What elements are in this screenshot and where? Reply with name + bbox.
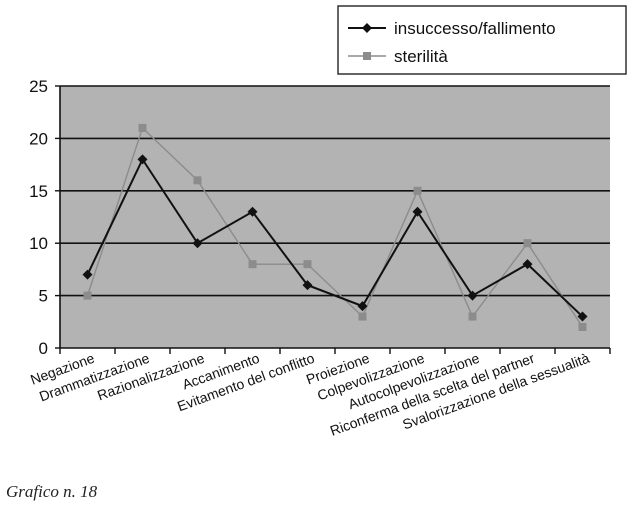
series-1-point	[82, 269, 93, 280]
legend-box	[337, 5, 627, 75]
legend-marker	[362, 23, 372, 33]
series-2-point	[83, 291, 92, 300]
series-1-point	[192, 238, 203, 249]
series-1-point	[522, 259, 533, 270]
y-tick-label: 0	[39, 339, 48, 358]
legend: insuccesso/fallimento sterilità	[337, 5, 627, 75]
series-1-point	[302, 280, 313, 291]
legend-marker	[363, 52, 371, 60]
y-tick-label: 10	[29, 234, 48, 253]
series-2-point	[248, 260, 257, 269]
series-1-point	[137, 154, 148, 165]
plot-area: 0510152025NegazioneDrammatizzazioneRazio…	[28, 77, 611, 439]
legend-label: insuccesso/fallimento	[394, 19, 556, 38]
y-tick-label: 20	[29, 129, 48, 148]
series-2-point	[193, 176, 202, 185]
series-1-point	[412, 206, 423, 217]
y-tick-label: 15	[29, 182, 48, 201]
series-2-point	[138, 123, 147, 132]
series-1	[82, 154, 588, 322]
series-2-point	[358, 312, 367, 321]
series-2-point	[413, 186, 422, 195]
series-2-point	[468, 312, 477, 321]
y-tick-label: 5	[39, 287, 48, 306]
plot-background	[60, 86, 610, 348]
series-2-point	[578, 323, 587, 332]
legend-label: sterilità	[394, 47, 448, 66]
y-tick-label: 25	[29, 77, 48, 96]
series-2-point	[303, 260, 312, 269]
series-1-point	[247, 206, 258, 217]
series-2-point	[523, 239, 532, 248]
series-1-point	[577, 311, 588, 322]
series-1-point	[467, 290, 478, 301]
series-1-line	[86, 157, 584, 318]
figure-caption: Grafico n. 18	[6, 482, 98, 501]
series-1-point	[357, 301, 368, 312]
